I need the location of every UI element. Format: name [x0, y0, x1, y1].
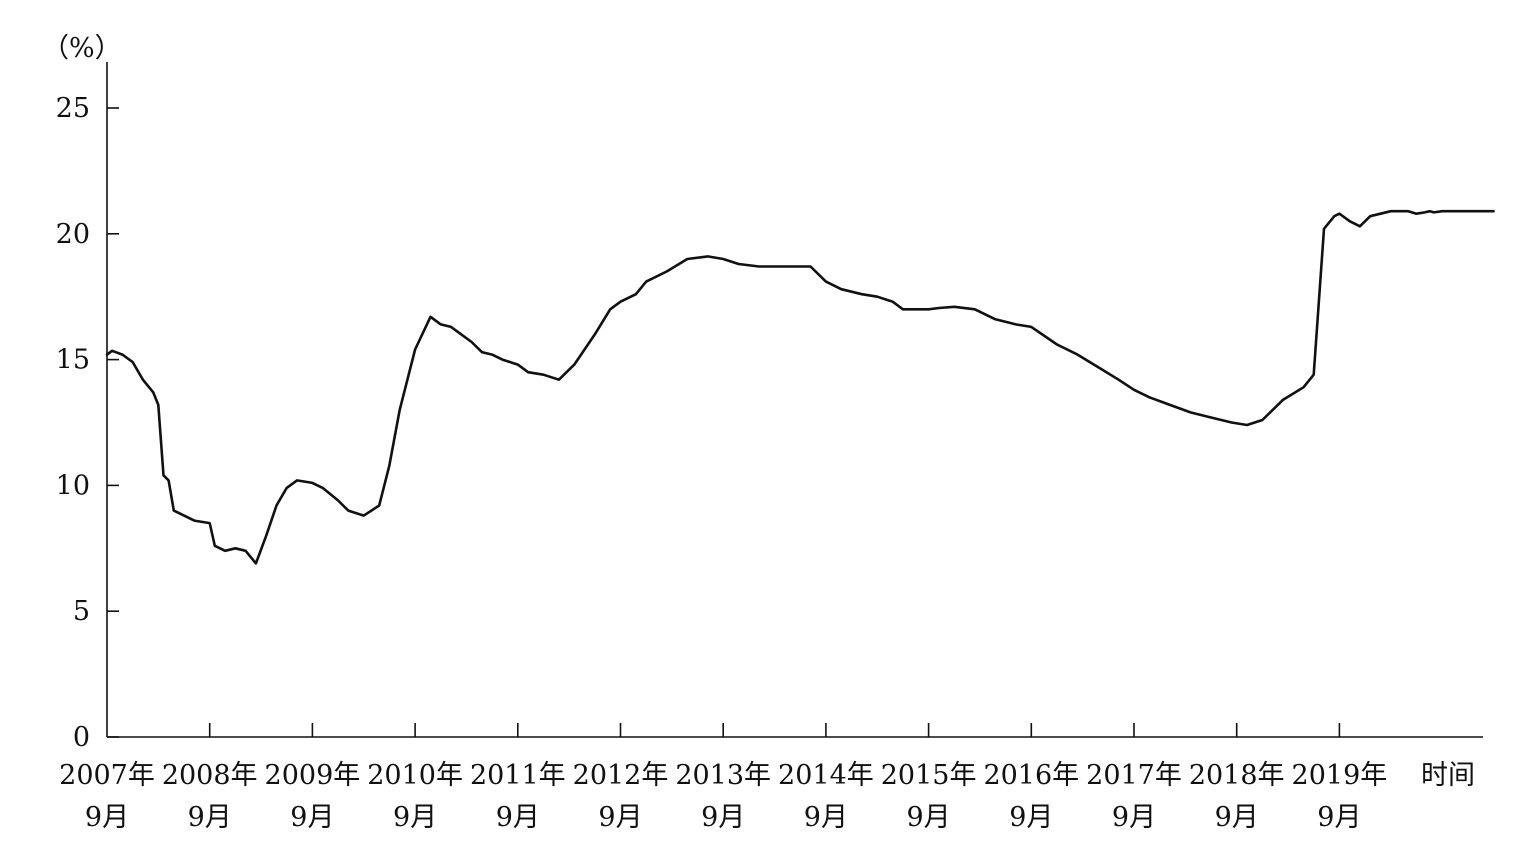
x-tick-label-month: 9月 [85, 802, 129, 833]
y-tick-label: 20 [56, 219, 90, 250]
y-tick-label: 5 [73, 596, 90, 627]
x-tick-label-month: 9月 [1112, 802, 1156, 833]
x-tick-label-month: 9月 [393, 802, 437, 833]
x-tick-label-month: 9月 [290, 802, 334, 833]
x-tick-label-year: 2013年 [675, 760, 771, 791]
x-axis-ticks: 2007年 9月 2008年 9月 2009年 9月 2010年 9月 2011年 9月 2012年… [59, 723, 1387, 833]
y-tick-label: 15 [56, 345, 90, 376]
x-tick-label-month: 9月 [701, 802, 745, 833]
x-tick-label-year: 2016年 [983, 760, 1079, 791]
x-axis-title: 时间 [1421, 760, 1475, 791]
x-tick-label-month: 9月 [907, 802, 951, 833]
series-line [105, 209, 1495, 565]
x-tick-label-year: 2010年 [367, 760, 463, 791]
x-tick-label-year: 2018年 [1189, 760, 1285, 791]
x-tick-label-month: 9月 [1009, 802, 1053, 833]
x-tick-label-year: 2015年 [881, 760, 977, 791]
x-tick-label-year: 2012年 [573, 760, 669, 791]
x-tick-label-month: 9月 [598, 802, 642, 833]
y-axis-unit-label: （%） [42, 33, 122, 64]
x-tick-label-year: 2019年 [1292, 760, 1388, 791]
x-tick-label-month: 9月 [804, 802, 848, 833]
x-tick-label-year: 2014年 [778, 760, 874, 791]
x-tick-label-year: 2011年 [470, 760, 566, 791]
x-tick-label-year: 2008年 [162, 760, 258, 791]
x-tick-label-year: 2017年 [1086, 760, 1182, 791]
y-tick-label: 0 [73, 722, 90, 753]
x-tick-label-year: 2009年 [265, 760, 361, 791]
x-tick-label-month: 9月 [1215, 802, 1259, 833]
x-tick-label-month: 9月 [1317, 802, 1361, 833]
x-tick-label-year: 2007年 [59, 760, 155, 791]
y-tick-label: 25 [56, 93, 90, 124]
y-tick-label: 10 [56, 470, 90, 501]
x-tick-label-month: 9月 [188, 802, 232, 833]
x-tick-label-month: 9月 [496, 802, 540, 833]
y-axis-ticks: 0 5 10 15 20 25 [56, 93, 119, 753]
